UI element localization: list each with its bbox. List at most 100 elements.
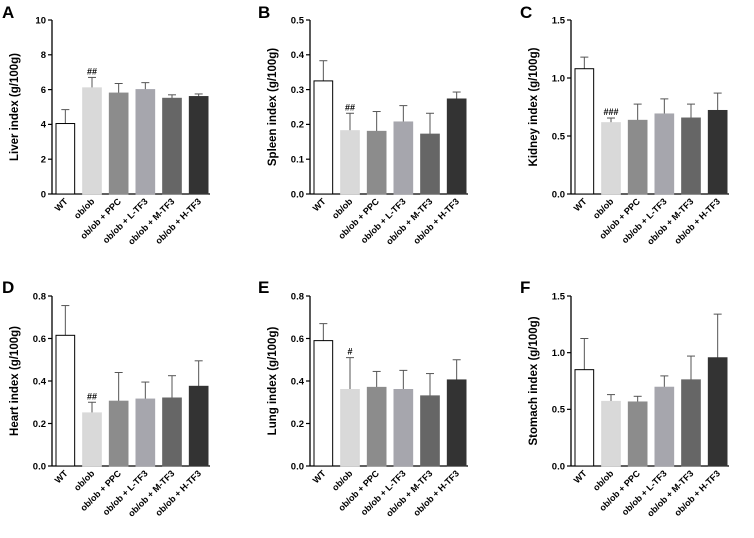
- y-tick-label: 0.5: [552, 131, 566, 142]
- y-tick-label: 0: [41, 189, 46, 200]
- category-label: WT: [53, 196, 70, 213]
- y-tick-label: 0.0: [291, 189, 304, 200]
- bar: [366, 386, 387, 467]
- y-tick-label: 0.4: [291, 50, 305, 61]
- panel-letter: E: [258, 278, 269, 297]
- y-tick-label: 8: [41, 50, 46, 61]
- y-axis-label: Spleen index (g/100g): [267, 48, 279, 166]
- panel-letter: C: [520, 3, 532, 22]
- y-tick-label: 1.5: [552, 291, 566, 302]
- significance-label: ##: [345, 102, 355, 112]
- bar: [313, 340, 334, 467]
- bar: [135, 89, 156, 195]
- bar: [446, 98, 467, 195]
- significance-label: ###: [603, 107, 618, 117]
- significance-label: #: [347, 347, 352, 357]
- bar: [681, 379, 701, 467]
- category-label: ob/ob + M-TF3: [126, 468, 176, 518]
- y-tick-label: 0.2: [33, 419, 46, 430]
- category-label: ob/ob: [591, 196, 616, 221]
- y-tick-label: 0.6: [291, 334, 304, 345]
- panel-b: B 0.0 0.1 0.2 0.3 0.4 0.5 Spleen index (g/100g)…: [258, 3, 468, 247]
- panel-d: D 0.0 0.2 0.4 0.6 0.8 Heart index (g/100g) WT ##…: [2, 278, 210, 519]
- y-tick-label: 0.0: [33, 461, 46, 472]
- category-label: WT: [311, 468, 328, 485]
- bar: [420, 133, 440, 195]
- bar: [82, 87, 102, 195]
- bar: [135, 398, 156, 467]
- bar: [108, 400, 129, 467]
- y-tick-label: 10: [35, 15, 46, 26]
- y-tick-label: 0.2: [291, 120, 304, 131]
- category-label: ob/ob: [72, 196, 97, 221]
- bar: [55, 334, 76, 467]
- category-label: ob/ob + M-TF3: [645, 468, 695, 518]
- y-tick-label: 0.4: [33, 376, 47, 387]
- y-tick-label: 0.6: [33, 334, 46, 345]
- bar: [188, 96, 209, 195]
- category-label: ob/ob + M-TF3: [384, 196, 434, 246]
- y-tick-label: 0.1: [291, 155, 305, 166]
- bar: [108, 92, 129, 195]
- y-tick-label: 0.8: [33, 291, 46, 302]
- bar: [574, 369, 595, 467]
- y-tick-label: 0.8: [291, 291, 304, 302]
- category-label: ob/ob: [330, 468, 355, 493]
- bar: [162, 397, 182, 467]
- y-axis-label: Stomach index (g/100g): [528, 316, 540, 445]
- y-axis-label: Lung index (g/100g): [267, 327, 279, 436]
- category-label: WT: [572, 196, 589, 213]
- bar: [366, 130, 387, 195]
- bar: [707, 357, 728, 467]
- y-tick-label: 0.4: [291, 376, 305, 387]
- panel-e: E 0.0 0.2 0.4 0.6 0.8 Lung index (g/100g) WT # ob…: [258, 278, 468, 519]
- bar: [340, 130, 360, 195]
- y-tick-label: 1.5: [552, 15, 566, 26]
- y-tick-label: 6: [41, 85, 46, 96]
- bar: [627, 119, 648, 195]
- y-tick-label: 2: [41, 155, 46, 166]
- bar: [340, 389, 360, 467]
- y-axis-label: Heart index (g/100g): [9, 326, 21, 436]
- panel-letter: A: [2, 3, 14, 22]
- bar: [313, 80, 334, 195]
- y-axis-label: Kidney index (g/100g): [528, 47, 540, 166]
- bar: [162, 97, 182, 195]
- y-tick-label: 0.0: [552, 189, 565, 200]
- significance-label: ##: [87, 391, 97, 401]
- panel-letter: B: [258, 3, 270, 22]
- bar: [574, 68, 595, 195]
- panel-a: A 0 2 4 6 8 10 Liver index (g/100g) WT ## ob/ob ob/…: [2, 3, 210, 247]
- y-axis-label: Liver index (g/100g): [9, 53, 21, 161]
- bar: [393, 389, 414, 467]
- y-tick-label: 0.0: [552, 461, 565, 472]
- panel-letter: D: [2, 278, 14, 297]
- y-tick-label: 1.0: [552, 73, 565, 84]
- category-label: ob/ob: [72, 468, 97, 493]
- bar: [393, 121, 414, 195]
- panel-c: C 0.0 0.5 1.0 1.5 Kidney index (g/100g) WT ### o…: [520, 3, 729, 247]
- y-tick-label: 0.2: [291, 419, 304, 430]
- bar: [627, 401, 648, 467]
- bar: [707, 109, 728, 195]
- bar: [654, 386, 675, 467]
- y-tick-label: 0.5: [291, 15, 305, 26]
- panel-letter: F: [520, 278, 530, 297]
- category-label: ob/ob: [591, 468, 616, 493]
- bar: [188, 385, 209, 467]
- significance-label: ##: [87, 66, 97, 76]
- category-label: WT: [572, 468, 589, 485]
- bar: [654, 113, 675, 195]
- category-label: WT: [53, 468, 70, 485]
- category-label: ob/ob + M-TF3: [126, 196, 176, 246]
- category-label: ob/ob + M-TF3: [645, 196, 695, 246]
- y-tick-label: 0.0: [291, 461, 304, 472]
- bar: [420, 395, 440, 467]
- category-label: ob/ob + M-TF3: [384, 468, 434, 518]
- y-tick-label: 4: [41, 120, 47, 131]
- bar: [446, 379, 467, 467]
- bar: [681, 117, 701, 195]
- bar: [601, 400, 621, 467]
